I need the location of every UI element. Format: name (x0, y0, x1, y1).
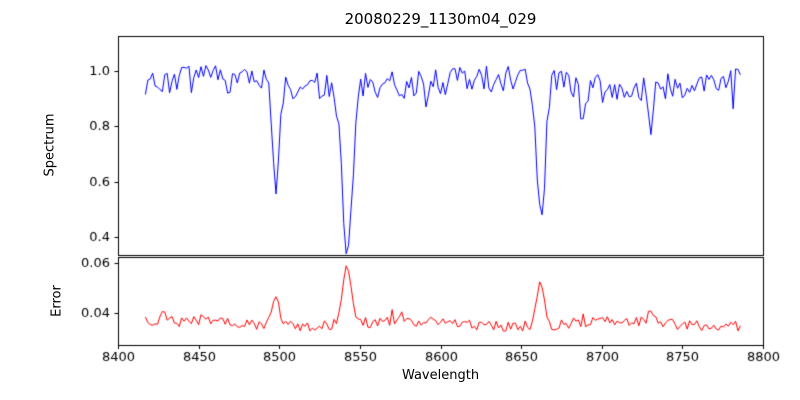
plot-title: 20080229_1130m04_029 (344, 10, 537, 28)
x-axis-label: Wavelength (401, 368, 480, 383)
spectrum-y-axis-label: Spectrum (42, 113, 58, 177)
error-y-axis-label: Error (49, 285, 65, 317)
